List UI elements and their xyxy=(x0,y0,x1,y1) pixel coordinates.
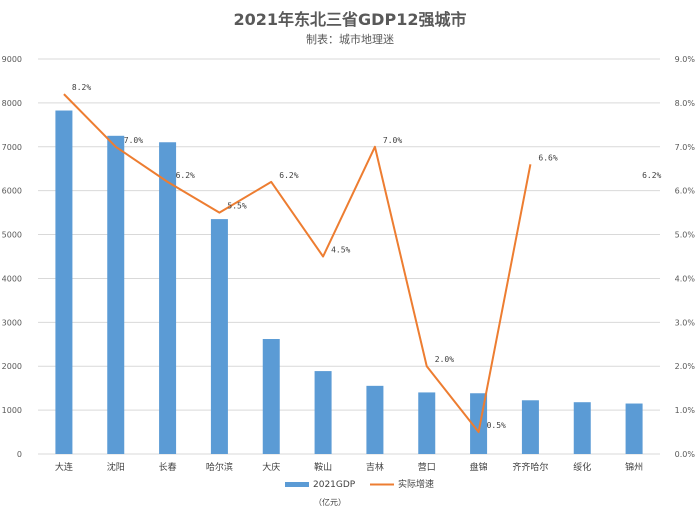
data-label: 6.2% xyxy=(279,171,298,180)
x-tick-label: 长春 xyxy=(159,461,177,473)
x-tick-label: 齐齐哈尔 xyxy=(512,461,548,473)
x-tick-label: 哈尔滨 xyxy=(206,461,233,473)
y-left-tick-label: 7000 xyxy=(2,143,22,152)
x-tick-label: 沈阳 xyxy=(107,461,125,473)
bar xyxy=(55,110,73,454)
x-tick-label: 大连 xyxy=(55,461,73,473)
y-left-tick-label: 2000 xyxy=(2,362,22,371)
bar xyxy=(262,339,280,454)
data-label: 4.5% xyxy=(331,246,350,255)
x-tick-label: 大庆 xyxy=(262,461,280,473)
bar xyxy=(210,219,228,454)
bar xyxy=(314,371,332,454)
y-left-tick-label: 0 xyxy=(17,450,22,459)
bar xyxy=(159,142,177,455)
y-right-tick-label: 6.0% xyxy=(675,187,696,196)
data-label: 0.5% xyxy=(487,421,506,430)
y-left-tick-label: 9000 xyxy=(2,55,22,64)
chart-title: 2021年东北三省GDP12强城市 xyxy=(233,10,467,29)
legend-label: 实际增速 xyxy=(398,478,434,490)
x-tick-label: 营口 xyxy=(418,461,436,473)
y-right-tick-label: 8.0% xyxy=(675,99,696,108)
y-left-tick-label: 8000 xyxy=(2,99,22,108)
bar xyxy=(521,400,539,454)
x-tick-label: 鞍山 xyxy=(314,461,332,473)
y-right-tick-label: 2.0% xyxy=(675,362,696,371)
data-label: 6.2% xyxy=(642,171,661,180)
unit-note: （亿元） xyxy=(314,498,346,507)
y-right-tick-label: 1.0% xyxy=(675,406,696,415)
y-right-tick-label: 9.0% xyxy=(675,55,696,64)
y-right-tick-label: 0.0% xyxy=(675,450,696,459)
y-left-tick-label: 5000 xyxy=(2,231,22,240)
data-label: 7.0% xyxy=(383,136,402,145)
y-left-tick-label: 3000 xyxy=(2,318,22,327)
bar xyxy=(107,135,125,455)
x-tick-label: 绥化 xyxy=(573,461,591,473)
y-right-tick-label: 7.0% xyxy=(675,143,696,152)
y-left-tick-label: 1000 xyxy=(2,406,22,415)
data-label: 6.2% xyxy=(176,171,195,180)
bar xyxy=(573,402,591,454)
y-right-tick-label: 5.0% xyxy=(675,231,696,240)
data-label: 6.6% xyxy=(538,153,557,162)
x-tick-label: 吉林 xyxy=(366,461,384,473)
x-tick-label: 锦州 xyxy=(625,461,643,473)
data-label: 5.5% xyxy=(227,202,246,211)
chart-subtitle: 制表：城市地理迷 xyxy=(306,33,394,46)
x-tick-label: 盘锦 xyxy=(470,461,488,473)
bar xyxy=(418,392,436,454)
legend-label: 2021GDP xyxy=(313,480,356,490)
y-right-tick-label: 4.0% xyxy=(675,274,696,283)
y-right-tick-label: 3.0% xyxy=(675,318,696,327)
data-label: 8.2% xyxy=(72,83,91,92)
bar xyxy=(366,385,384,454)
y-left-tick-label: 4000 xyxy=(2,274,22,283)
y-left-tick-label: 6000 xyxy=(2,187,22,196)
line-series xyxy=(63,93,532,434)
data-label: 2.0% xyxy=(435,355,454,364)
data-label: 7.0% xyxy=(124,136,143,145)
legend-swatch-bar xyxy=(285,482,309,487)
bar xyxy=(625,403,643,454)
